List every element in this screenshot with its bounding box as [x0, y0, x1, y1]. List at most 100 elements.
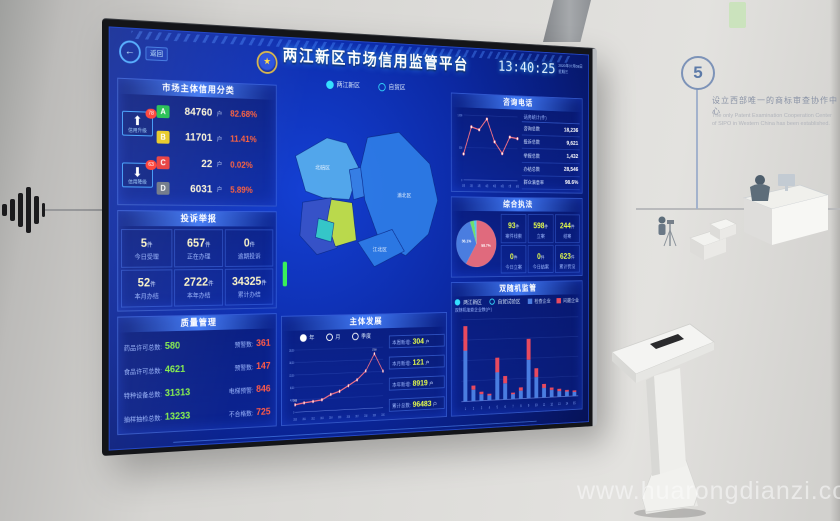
svg-text:2011: 2011 — [302, 416, 305, 421]
grade-chip: A — [156, 104, 170, 118]
svg-text:8,000: 8,000 — [290, 385, 294, 390]
development-stats: 本周新增: 304 户 本月新增: 121 户 本年新增: 8919 户 累计总数: 9648… — [388, 328, 445, 417]
quality-row: 药品许可总数: 580 预警数: 361 — [123, 337, 271, 352]
kiosk-screen-slot — [650, 334, 684, 349]
stat-cell: 657件 正在办理 — [173, 229, 224, 267]
radio-dot-icon — [489, 298, 495, 305]
back-label[interactable]: 返回 — [145, 45, 168, 61]
list-item: 举报总数 1,432 — [522, 149, 580, 164]
grade-row-c: C 22 户 0.02% — [156, 156, 273, 171]
random-bar-area: 1 2 3 4 5 6 7 8 9 10 11 12 13 14 15 — [452, 311, 582, 416]
quality-grid: 药品许可总数: 580 预警数: 361 食品许可总数: 4621 预警数: 147 特… — [118, 328, 276, 434]
display-bezel: ← 返回 ★ 两江新区市场信用监管平台 13:40:25 2020年07月08日 … — [102, 18, 597, 456]
svg-text:2013: 2013 — [320, 415, 324, 420]
legend-year[interactable]: 年 — [299, 333, 314, 342]
grade-rows: A 84760 户 82.68% B 11701 户 11.41% — [156, 98, 273, 203]
legend-month[interactable]: 月 — [326, 332, 340, 341]
list-item: 办结总数 28,546 — [522, 162, 580, 177]
dashboard: ← 返回 ★ 两江新区市场信用监管平台 13:40:25 2020年07月08日 … — [108, 26, 590, 451]
quality-row: 食品许可总数: 4621 预警数: 147 — [123, 360, 271, 376]
svg-text:2017: 2017 — [355, 413, 358, 418]
dashboard-main: 市场主体信用分类 78 ⬆ 信用升级 63 ⬇ 信用降级 — [117, 77, 583, 436]
svg-text:4,000: 4,000 — [290, 398, 294, 403]
watermark: www.huarongdianzi.com — [577, 477, 840, 505]
list-item: 群众满意率 98.6% — [522, 175, 580, 191]
date: 2020年07月08日 — [558, 63, 583, 69]
grade-unit: 户 — [216, 162, 223, 169]
random-inspection-panel: 双随机监管 两江新区 自贸试验区 检查企业 问题企业 双随机抽查企业数(户) — [450, 280, 583, 417]
svg-text:4: 4 — [489, 404, 491, 410]
svg-text:500: 500 — [459, 146, 462, 150]
credit-upgrade[interactable]: 78 ⬆ 信用升级 — [121, 108, 157, 137]
svg-text:2020: 2020 — [381, 412, 384, 417]
stat-cell: 0件 今日立案 — [500, 244, 527, 274]
stat-cell: 2722件 本年办结 — [173, 268, 224, 307]
grade-chip: C — [156, 156, 170, 170]
wall-timeline-left — [44, 209, 104, 211]
kiosk-stand — [611, 323, 715, 518]
svg-text:2016: 2016 — [347, 414, 350, 419]
grade-unit: 户 — [216, 111, 223, 118]
svg-text:1月: 1月 — [462, 183, 465, 187]
grade-row-b: B 11701 户 11.41% — [156, 130, 273, 147]
page-title: 两江新区市场信用监管平台 — [282, 46, 469, 74]
quality-row: 特种设备总数: 31313 电梯预警: 846 — [123, 383, 271, 400]
svg-text:江北区: 江北区 — [373, 246, 388, 254]
wall-step-number: 5 — [681, 56, 715, 90]
svg-text:6月: 6月 — [501, 184, 504, 188]
svg-text:2: 2 — [473, 405, 474, 411]
region-map[interactable]: 北碚区 渝北区 江北区 — [281, 85, 447, 311]
legend-dot-icon — [352, 332, 359, 340]
stat-box: 累计总数: 96483 户 — [388, 395, 445, 412]
svg-text:12: 12 — [550, 401, 552, 406]
svg-text:7月: 7月 — [508, 184, 511, 188]
grade-share: 82.68% — [230, 108, 258, 120]
right-column: 咨询电话 0 500 1,000 1月 2月 3月 4月 5月 6月 7月 8月 话务统计(件) 咨… — [450, 92, 583, 417]
grade-unit: 户 — [216, 187, 223, 194]
grade-chip: B — [156, 130, 170, 144]
svg-text:1,000: 1,000 — [458, 113, 463, 117]
wall-corner — [830, 0, 840, 521]
wall-text-en: The only Patent Examination Cooperation … — [712, 113, 832, 128]
grade-chip: D — [156, 182, 170, 196]
stat-cell: 34325件 累计办结 — [225, 267, 274, 306]
svg-text:14: 14 — [566, 400, 569, 405]
stat-cell: 93件 案件线索 — [500, 213, 527, 243]
svg-text:17934: 17934 — [372, 347, 376, 352]
wall-timeline-right — [636, 208, 840, 210]
map-svg: 北碚区 渝北区 江北区 — [281, 85, 447, 311]
svg-text:3: 3 — [481, 405, 483, 411]
svg-text:12,000: 12,000 — [289, 373, 294, 378]
legend-quarter[interactable]: 季度 — [352, 331, 371, 340]
clock-box: 13:40:25 2020年07月08日 星期三 — [498, 57, 582, 78]
svg-text:9: 9 — [528, 402, 529, 407]
stat-cell: 598件 立案 — [528, 214, 554, 243]
grade-share: 5.89% — [230, 184, 253, 195]
weekday: 星期三 — [558, 68, 569, 74]
svg-text:2408: 2408 — [293, 398, 297, 403]
back-button[interactable]: ← 返回 — [119, 39, 168, 65]
grade-share: 0.02% — [230, 159, 253, 170]
legend-swatch-icon — [527, 298, 533, 304]
hotline-list: 话务统计(件) 咨询总数 18,236 投诉总数 9,621 举报总数 1,432 办… — [522, 112, 580, 191]
grade-count: 22 — [201, 157, 213, 170]
svg-text:4月: 4月 — [485, 184, 488, 188]
map-scrollbar[interactable] — [282, 261, 288, 287]
stat-box: 本月新增: 121 户 — [388, 354, 445, 370]
grade-count: 6031 — [190, 183, 213, 196]
left-column: 市场主体信用分类 78 ⬆ 信用升级 63 ⬇ 信用降级 — [117, 77, 277, 436]
complaint-grid: 5件 今日受理 657件 正在办理 0件 逾期投诉 52件 本月办结 2 — [118, 226, 276, 311]
svg-text:2010: 2010 — [293, 417, 297, 422]
random-bar-chart: 1 2 3 4 5 6 7 8 9 10 11 12 13 14 15 — [454, 311, 580, 411]
credit-downgrade[interactable]: 63 ⬇ 信用降级 — [121, 160, 157, 188]
quality-panel: 质量管理 药品许可总数: 580 预警数: 361 食品许可总数: 4621 预警数:… — [117, 313, 277, 436]
legend-dot-icon — [299, 333, 307, 342]
hotline-panel: 咨询电话 0 500 1,000 1月 2月 3月 4月 5月 6月 7月 8月 话务统计(件) 咨… — [450, 92, 583, 194]
svg-text:北碚区: 北碚区 — [315, 163, 330, 171]
complaint-panel: 投诉举报 5件 今日受理 657件 正在办理 0件 逾期投诉 52件 — [117, 210, 277, 312]
back-arrow-icon[interactable]: ← — [119, 39, 141, 64]
wall-step-connector — [696, 89, 698, 209]
stat-cell: 623件 累计罚没 — [554, 244, 580, 273]
radio-dot-icon — [454, 299, 461, 306]
center-column: 北碚区 渝北区 江北区 主体发展 年 月 季度 — [281, 85, 447, 427]
